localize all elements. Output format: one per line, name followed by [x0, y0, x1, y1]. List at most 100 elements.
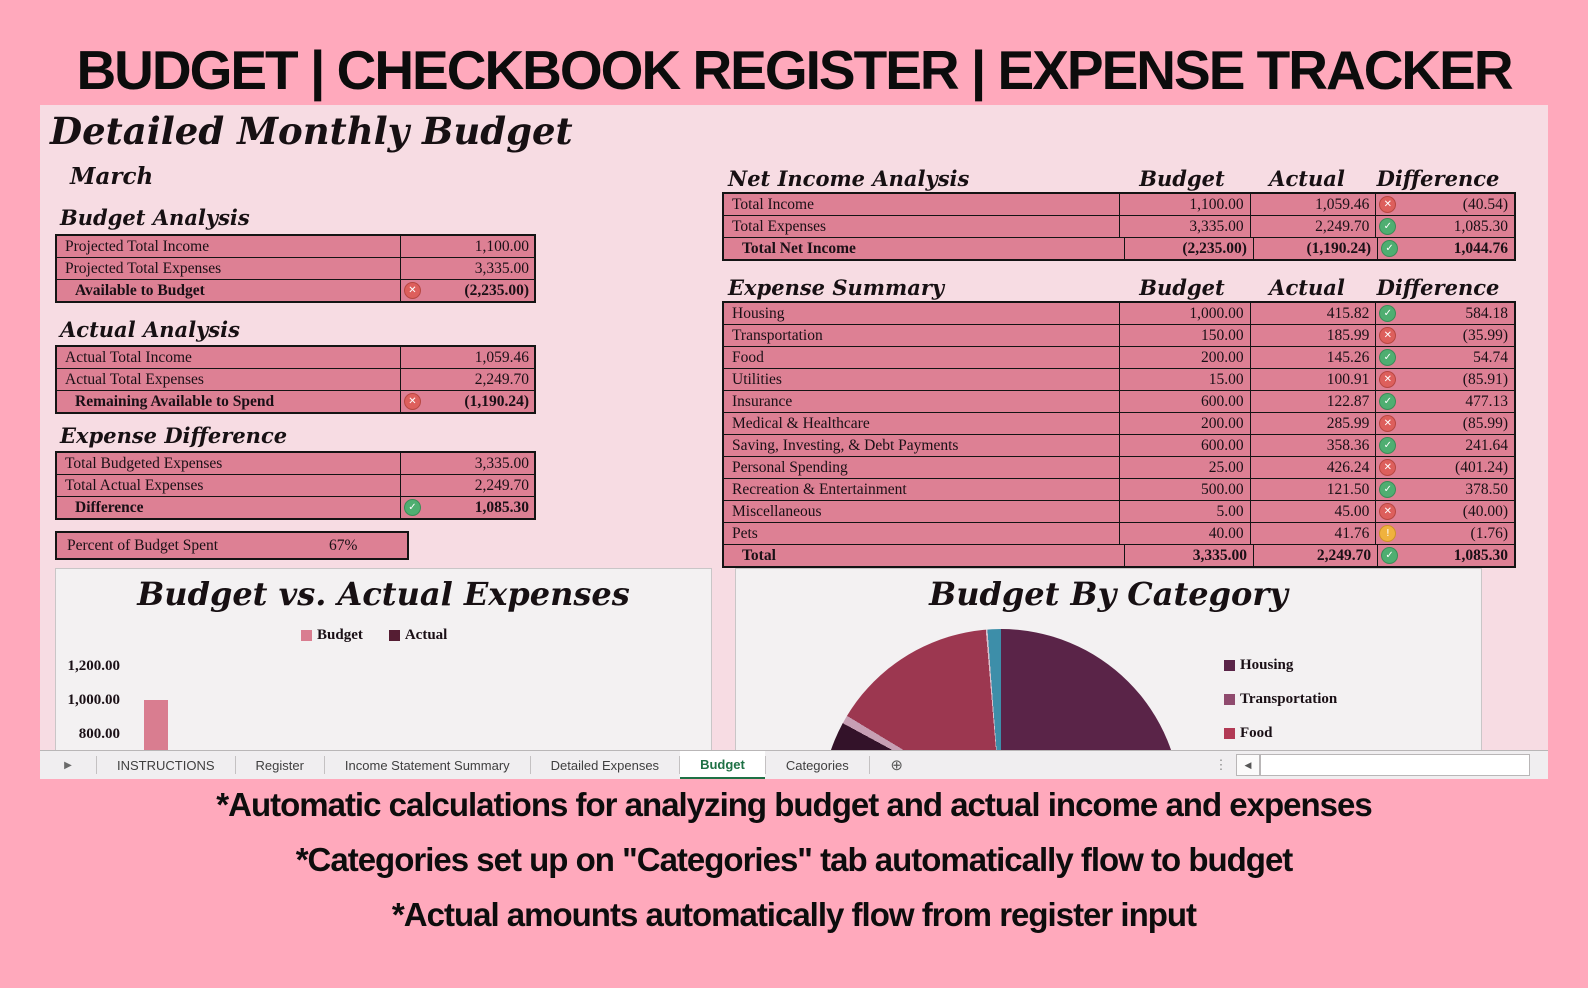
cell-actual[interactable]: 2,249.70: [1252, 545, 1377, 566]
cell-difference[interactable]: ! (1.76): [1375, 523, 1514, 544]
cell-actual[interactable]: 185.99: [1249, 325, 1376, 346]
cell-label[interactable]: Medical & Healthcare: [732, 415, 870, 432]
cell-value[interactable]: 3,335.00: [400, 258, 534, 279]
cell-budget[interactable]: 200.00: [1118, 413, 1250, 434]
cell-label[interactable]: Actual Total Income: [65, 349, 192, 366]
cell-budget[interactable]: 3,335.00: [1118, 216, 1250, 237]
section-heading: Expense Summary: [728, 275, 945, 300]
cell-difference[interactable]: ✕ (85.91): [1375, 369, 1514, 390]
cell-actual[interactable]: 285.99: [1249, 413, 1376, 434]
red-x-icon: ✕: [1379, 371, 1397, 388]
cell-label[interactable]: Projected Total Income: [65, 238, 210, 255]
add-sheet-icon[interactable]: ⊕: [890, 757, 903, 774]
food-slice-swatch: [1224, 728, 1235, 739]
sheet-nav-next-icon[interactable]: ▶: [64, 759, 72, 771]
cell-label[interactable]: Housing: [732, 305, 785, 322]
cell-budget[interactable]: 15.00: [1118, 369, 1250, 390]
cell-budget[interactable]: 3,335.00: [1123, 545, 1253, 566]
pie-chart-panel[interactable]: Budget By Category Housing Transportation…: [735, 568, 1482, 752]
green-check-icon: ✓: [1379, 393, 1397, 410]
cell-label[interactable]: Total Income: [732, 196, 814, 213]
cell-difference-text: (35.99): [1462, 327, 1508, 344]
cell-value[interactable]: 3,335.00: [400, 453, 534, 474]
cell-label[interactable]: Pets: [732, 525, 758, 542]
cell-label[interactable]: Total: [742, 547, 776, 564]
cell-budget[interactable]: 600.00: [1118, 391, 1250, 412]
cell-budget[interactable]: 1,000.00: [1118, 303, 1250, 324]
cell-budget[interactable]: 500.00: [1118, 479, 1250, 500]
cell-budget[interactable]: 1,100.00: [1118, 194, 1250, 215]
cell-label[interactable]: Remaining Available to Spend: [75, 393, 275, 410]
cell-label[interactable]: Transportation: [732, 327, 823, 344]
cell-actual[interactable]: 415.82: [1249, 303, 1376, 324]
cell-value[interactable]: ✕ (1,190.24): [400, 391, 534, 412]
cell-difference[interactable]: ✓ 477.13: [1375, 391, 1514, 412]
cell-value[interactable]: 2,249.70: [400, 475, 534, 496]
cell-label[interactable]: Total Net Income: [742, 240, 856, 257]
cell-label[interactable]: Total Actual Expenses: [65, 477, 204, 494]
cell-label[interactable]: Insurance: [732, 393, 793, 410]
cell-difference[interactable]: ✓ 1,085.30: [1377, 545, 1514, 566]
cell-budget[interactable]: (2,235.00): [1123, 238, 1253, 259]
cell-budget[interactable]: 40.00: [1118, 523, 1250, 544]
cell-actual[interactable]: 122.87: [1249, 391, 1376, 412]
cell-label[interactable]: Utilities: [732, 371, 782, 388]
tab-categories[interactable]: Categories: [785, 757, 849, 773]
cell-budget[interactable]: 200.00: [1118, 347, 1250, 368]
cell-label[interactable]: Projected Total Expenses: [65, 260, 222, 277]
cell-actual[interactable]: 145.26: [1249, 347, 1376, 368]
cell-value[interactable]: ✕ (2,235.00): [400, 280, 534, 301]
cell-label[interactable]: Actual Total Expenses: [65, 371, 204, 388]
cell-budget[interactable]: 5.00: [1118, 501, 1250, 522]
cell-label[interactable]: Available to Budget: [75, 282, 205, 299]
cell-difference[interactable]: ✕ (35.99): [1375, 325, 1514, 346]
cell-label[interactable]: Recreation & Entertainment: [732, 481, 907, 498]
cell-actual[interactable]: 426.24: [1249, 457, 1376, 478]
cell-label[interactable]: Miscellaneous: [732, 503, 822, 520]
cell-label[interactable]: Total Budgeted Expenses: [65, 455, 223, 472]
percent-of-budget-row[interactable]: Percent of Budget Spent 67%: [55, 531, 409, 560]
tab-budget[interactable]: Budget: [680, 751, 765, 779]
cell-difference[interactable]: ✓ 1,044.76: [1377, 238, 1514, 259]
cell-label[interactable]: Total Expenses: [732, 218, 827, 235]
cell-difference[interactable]: ✓ 1,085.30: [1375, 216, 1514, 237]
cell-difference[interactable]: ✕ (401.24): [1375, 457, 1514, 478]
tab-register[interactable]: Register: [255, 757, 304, 773]
cell-difference[interactable]: ✓ 584.18: [1375, 303, 1514, 324]
bar-chart-panel[interactable]: Budget vs. Actual Expenses Budget Actual …: [55, 568, 712, 752]
red-x-icon: ✕: [404, 393, 421, 410]
cell-actual[interactable]: 2,249.70: [1249, 216, 1376, 237]
cell-difference[interactable]: ✓ 54.74: [1375, 347, 1514, 368]
cell-difference[interactable]: ✕ (40.00): [1375, 501, 1514, 522]
tab-income-statement-summary[interactable]: Income Statement Summary: [344, 757, 510, 773]
cell-budget[interactable]: 600.00: [1118, 435, 1250, 456]
cell-value[interactable]: 1,059.46: [400, 347, 534, 368]
cell-value[interactable]: 1,100.00: [400, 236, 534, 257]
cell-actual[interactable]: 100.91: [1249, 369, 1376, 390]
scroll-left-button[interactable]: ◀: [1236, 754, 1260, 776]
cell-actual[interactable]: (1,190.24): [1252, 238, 1377, 259]
housing-slice-swatch: [1224, 660, 1235, 671]
cell-difference[interactable]: ✓ 378.50: [1375, 479, 1514, 500]
cell-label[interactable]: Food: [732, 349, 764, 366]
cell-difference[interactable]: ✕ (85.99): [1375, 413, 1514, 434]
cell-value-text: (2,235.00): [464, 282, 529, 299]
cell-actual[interactable]: 41.76: [1249, 523, 1376, 544]
horizontal-scrollbar-track[interactable]: [1260, 754, 1530, 776]
tab-instructions[interactable]: INSTRUCTIONS: [117, 757, 215, 773]
cell-label[interactable]: Difference: [75, 499, 144, 516]
cell-actual[interactable]: 45.00: [1249, 501, 1376, 522]
cell-value[interactable]: 2,249.70: [400, 369, 534, 390]
cell-actual[interactable]: 121.50: [1249, 479, 1376, 500]
bar-budget-0[interactable]: [144, 700, 168, 751]
cell-budget[interactable]: 25.00: [1118, 457, 1250, 478]
cell-actual[interactable]: 358.36: [1249, 435, 1376, 456]
cell-difference[interactable]: ✕ (40.54): [1375, 194, 1514, 215]
cell-budget[interactable]: 150.00: [1118, 325, 1250, 346]
cell-actual[interactable]: 1,059.46: [1249, 194, 1376, 215]
cell-label[interactable]: Saving, Investing, & Debt Payments: [732, 437, 959, 454]
tab-detailed-expenses[interactable]: Detailed Expenses: [550, 757, 660, 773]
cell-value[interactable]: ✓ 1,085.30: [400, 497, 534, 518]
cell-label[interactable]: Personal Spending: [732, 459, 848, 476]
cell-difference[interactable]: ✓ 241.64: [1375, 435, 1514, 456]
